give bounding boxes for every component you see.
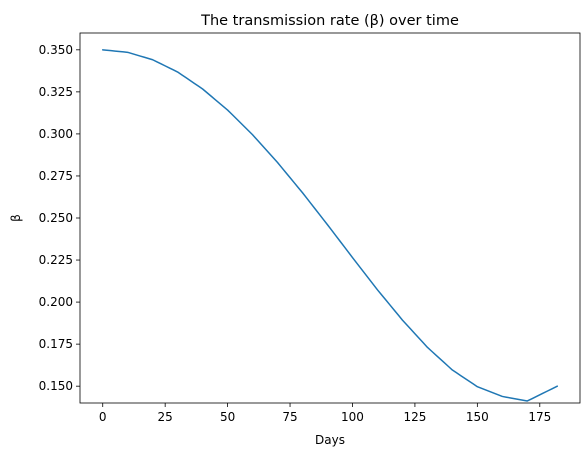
plot-area: 0 25 50 75 100 125 150 175 0.150 0.175 0.200 0.225 0… <box>39 32 581 424</box>
x-tick-label: 50 <box>220 410 235 424</box>
y-tick-label: 0.225 <box>39 253 73 267</box>
y-tick-label: 0.275 <box>39 169 73 183</box>
y-tick-label: 0.200 <box>39 295 73 309</box>
series-line-0 <box>101 49 559 402</box>
x-tick-label: 150 <box>466 410 489 424</box>
y-tick-label: 0.300 <box>39 127 73 141</box>
x-tick-label: 125 <box>403 410 426 424</box>
y-tick-label: 0.325 <box>39 85 73 99</box>
x-tick-label: 25 <box>158 410 173 424</box>
y-tick-label: 0.250 <box>39 211 73 225</box>
chart-title: The transmission rate (β) over time <box>200 13 459 29</box>
y-axis-label: β <box>9 214 23 222</box>
x-tick-label: 0 <box>99 410 107 424</box>
x-tick-label: 175 <box>528 410 551 424</box>
y-tick-label: 0.175 <box>39 337 73 351</box>
y-tick-label: 0.150 <box>39 379 73 393</box>
x-tick-label: 75 <box>282 410 297 424</box>
x-axis-label: Days <box>315 433 345 447</box>
y-tick-label: 0.350 <box>39 43 73 57</box>
x-tick-label: 100 <box>341 410 364 424</box>
